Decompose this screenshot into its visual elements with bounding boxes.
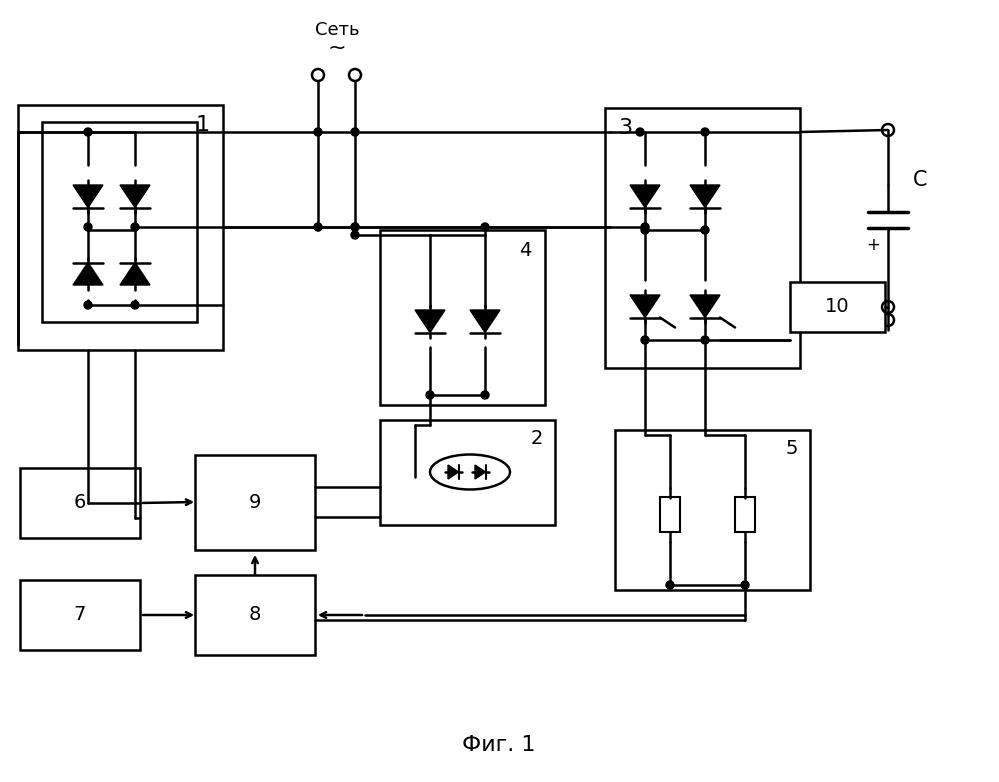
Bar xyxy=(42,122,197,322)
Circle shape xyxy=(636,128,644,136)
Bar xyxy=(18,105,223,350)
Circle shape xyxy=(351,223,359,231)
Circle shape xyxy=(84,223,92,231)
Bar xyxy=(605,108,800,368)
Text: 5: 5 xyxy=(786,439,798,457)
Polygon shape xyxy=(415,310,445,332)
Text: 7: 7 xyxy=(74,605,86,625)
Bar xyxy=(380,420,555,525)
Text: 4: 4 xyxy=(518,241,531,260)
Text: 1: 1 xyxy=(196,115,210,135)
Bar xyxy=(195,575,315,655)
Bar xyxy=(20,468,140,538)
Circle shape xyxy=(641,226,649,234)
Polygon shape xyxy=(448,465,459,479)
Text: Фиг. 1: Фиг. 1 xyxy=(463,735,535,755)
Circle shape xyxy=(426,391,434,399)
Bar xyxy=(790,282,885,332)
Circle shape xyxy=(351,128,359,136)
Circle shape xyxy=(701,226,709,234)
Text: 3: 3 xyxy=(618,118,632,138)
Circle shape xyxy=(131,301,139,309)
Bar xyxy=(660,497,680,532)
Bar xyxy=(615,430,810,590)
Circle shape xyxy=(641,336,649,344)
Text: +: + xyxy=(866,236,880,254)
Circle shape xyxy=(351,231,359,239)
Bar xyxy=(735,497,755,532)
Text: 6: 6 xyxy=(74,493,86,512)
Circle shape xyxy=(741,581,749,589)
Text: 2: 2 xyxy=(530,429,543,447)
Circle shape xyxy=(481,391,489,399)
Ellipse shape xyxy=(430,454,510,490)
Text: 8: 8 xyxy=(249,605,261,625)
Circle shape xyxy=(666,581,674,589)
Polygon shape xyxy=(690,185,720,207)
Circle shape xyxy=(314,128,322,136)
Circle shape xyxy=(84,128,92,136)
Circle shape xyxy=(701,128,709,136)
Polygon shape xyxy=(73,185,103,207)
Circle shape xyxy=(314,223,322,231)
Bar xyxy=(20,580,140,650)
Circle shape xyxy=(351,223,359,231)
Circle shape xyxy=(131,223,139,231)
Text: Сеть: Сеть xyxy=(315,21,360,39)
Bar xyxy=(195,455,315,550)
Polygon shape xyxy=(630,295,660,317)
Text: C: C xyxy=(913,170,927,190)
Text: 10: 10 xyxy=(825,297,849,317)
Polygon shape xyxy=(120,263,150,285)
Circle shape xyxy=(641,223,649,231)
Text: 9: 9 xyxy=(249,493,261,511)
Polygon shape xyxy=(630,185,660,207)
Circle shape xyxy=(481,223,489,231)
Polygon shape xyxy=(690,295,720,317)
Polygon shape xyxy=(475,465,486,479)
Text: ~: ~ xyxy=(328,38,347,58)
Circle shape xyxy=(701,336,709,344)
Polygon shape xyxy=(73,263,103,285)
Bar xyxy=(380,230,545,405)
Circle shape xyxy=(84,301,92,309)
Polygon shape xyxy=(120,185,150,207)
Polygon shape xyxy=(470,310,500,332)
